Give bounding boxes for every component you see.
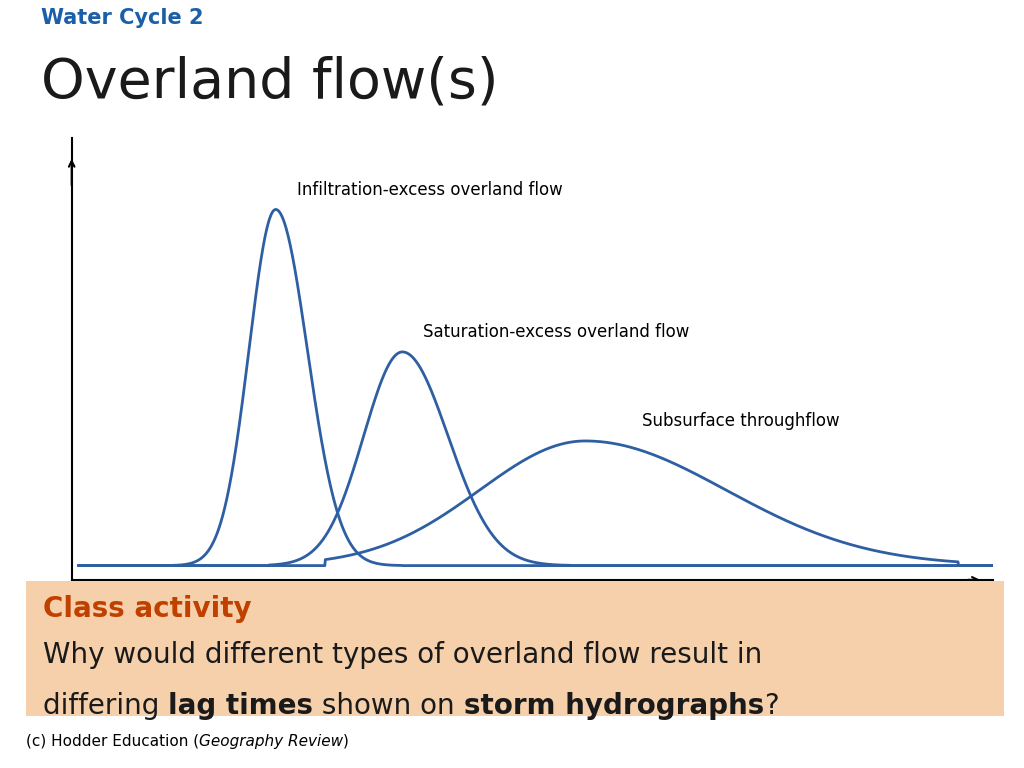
- Text: Subsurface throughflow: Subsurface throughflow: [641, 412, 839, 430]
- FancyBboxPatch shape: [26, 581, 1004, 716]
- Text: differing: differing: [43, 691, 169, 720]
- Text: Geography Review: Geography Review: [199, 733, 343, 749]
- Text: Time: Time: [913, 598, 958, 616]
- Text: Water Cycle 2: Water Cycle 2: [41, 8, 204, 28]
- Text: Overland flow(s): Overland flow(s): [41, 55, 499, 109]
- Text: Infiltration-excess overland flow: Infiltration-excess overland flow: [297, 180, 562, 199]
- Text: Class activity: Class activity: [43, 595, 252, 623]
- Text: Saturation-excess overland flow: Saturation-excess overland flow: [424, 323, 690, 341]
- Text: shown on: shown on: [313, 691, 464, 720]
- Text: storm hydrographs: storm hydrographs: [464, 691, 764, 720]
- Text: ?: ?: [764, 691, 779, 720]
- Text: Why would different types of overland flow result in: Why would different types of overland fl…: [43, 641, 763, 668]
- Text: lag times: lag times: [169, 691, 313, 720]
- Text: ): ): [343, 733, 349, 749]
- Text: (c) Hodder Education (: (c) Hodder Education (: [26, 733, 199, 749]
